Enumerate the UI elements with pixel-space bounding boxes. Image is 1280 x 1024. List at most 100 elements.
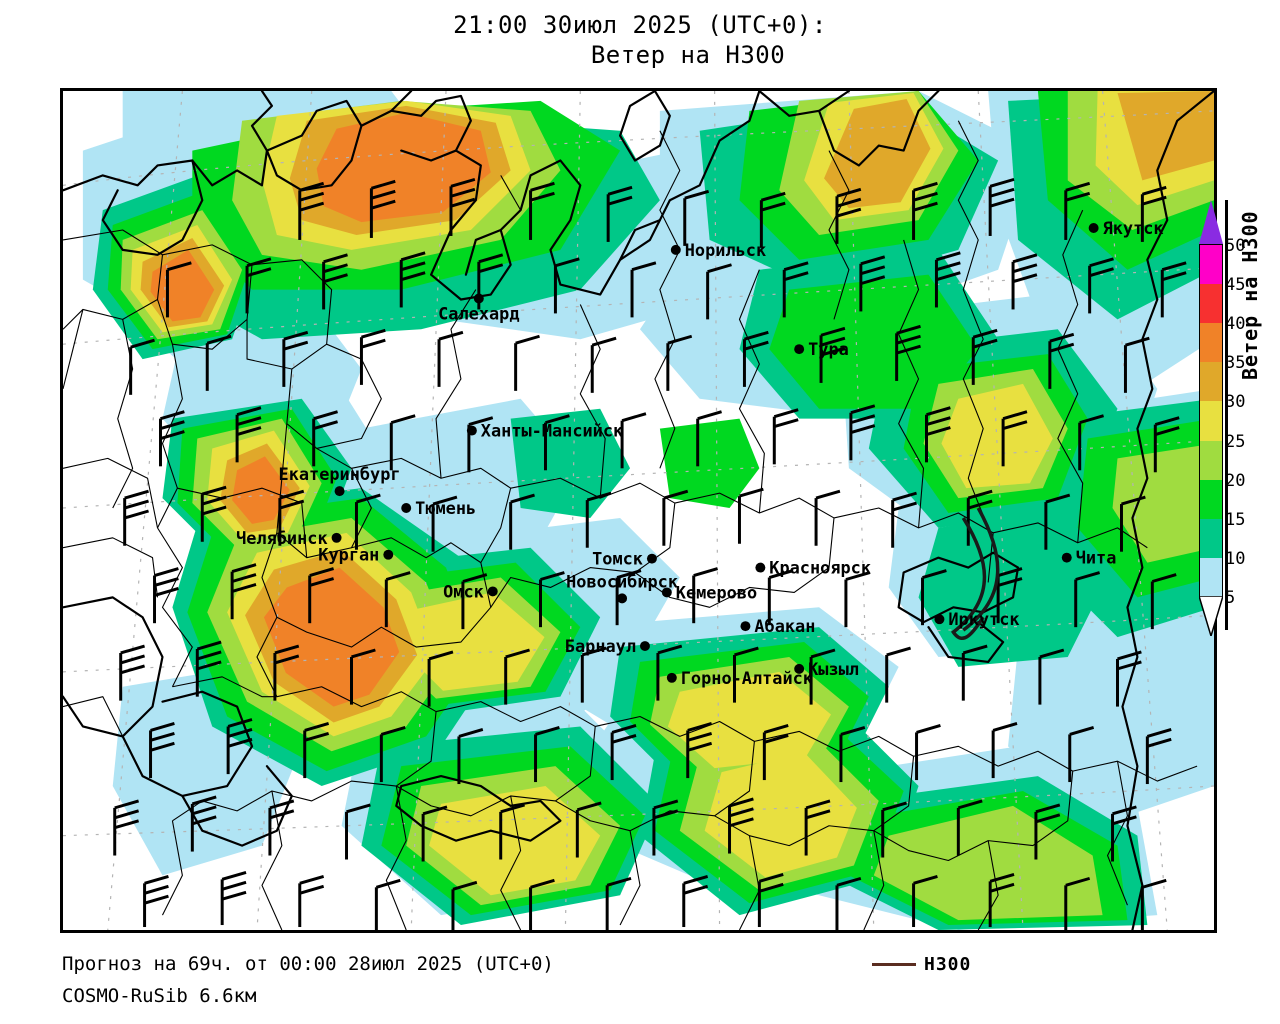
wind-barbs [113, 177, 1187, 930]
city-dot [466, 425, 477, 436]
city-marker: Горно-Алтайск [666, 668, 813, 688]
city-marker: Салехард [438, 293, 520, 323]
colorbar-band-40-45 [1200, 284, 1222, 324]
city-dot [661, 587, 672, 598]
footer: Прогноз на 69ч. от 00:00 28июл 2025 (UTC… [0, 945, 1280, 1015]
colorbar-axis-line [1225, 200, 1228, 630]
city-marker: Ханты-Мансийск [466, 421, 623, 441]
city-label: Курган [318, 545, 379, 565]
city-marker: Абакан [740, 616, 815, 636]
page-title: 21:00 30июл 2025 (UTC+0): Ветер на H300 [0, 10, 1280, 70]
colorbar-band-45-50 [1200, 245, 1222, 285]
city-label: Горно-Алтайск [681, 668, 813, 688]
city-marker: Кызыл [794, 659, 859, 679]
city-label: Иркутск [948, 609, 1019, 629]
city-dot [670, 244, 681, 255]
city-dot [617, 593, 628, 604]
legend-line-swatch [872, 962, 916, 966]
colorbar-tick-30: 30 [1225, 392, 1246, 413]
city-dot [794, 663, 805, 674]
h300-contour [951, 507, 1000, 640]
city-marker: Иркутск [934, 609, 1020, 629]
colorbar-bands [1199, 244, 1223, 597]
city-dot [740, 621, 751, 632]
city-marker: Красноярск [755, 558, 871, 578]
city-label: Красноярск [769, 558, 871, 578]
city-dot [934, 614, 945, 625]
city-dot [755, 562, 766, 573]
colorbar-band-25-30 [1200, 401, 1222, 441]
city-label: Чита [1076, 548, 1117, 568]
title-variable: Ветер на H300 [590, 41, 786, 69]
city-label: Новосибирск [566, 571, 678, 591]
title-datetime: 21:00 30июл 2025 (UTC+0): [453, 11, 827, 39]
colorbar: 50 45 40 35 30 25 20 15 10 5 [1199, 200, 1245, 636]
city-dot [1088, 223, 1099, 233]
map-canvas: Норильск Салехард Тура Якутск Ханты-Мансийск… [63, 91, 1214, 930]
city-marker: Тура [794, 339, 849, 359]
city-label: Кызыл [808, 659, 859, 679]
city-marker: Норильск [670, 240, 766, 260]
colorbar-band-35-40 [1200, 323, 1222, 363]
city-dot [1061, 552, 1072, 563]
city-dot [401, 503, 412, 513]
colorbar-band-15-20 [1200, 479, 1222, 519]
colorbar-ticks: 50 45 40 35 30 25 20 15 10 5 [1225, 238, 1265, 608]
city-label: Ханты-Мансийск [481, 421, 623, 441]
city-marker: Томск [592, 549, 657, 569]
colorbar-tick-40: 40 [1225, 314, 1246, 335]
colorbar-tick-20: 20 [1225, 470, 1246, 491]
legend-h300-label: H300 [924, 953, 972, 975]
forecast-info: Прогноз на 69ч. от 00:00 28июл 2025 (UTC… [62, 953, 554, 975]
weather-map[interactable]: Норильск Салехард Тура Якутск Ханты-Мансийск… [60, 88, 1217, 933]
city-label: Норильск [685, 240, 766, 260]
city-dot [639, 641, 650, 651]
colorbar-tick-15: 15 [1225, 509, 1246, 530]
city-layer: Норильск Салехард Тура Якутск Ханты-Мансийск… [236, 218, 1164, 688]
colorbar-over-arrow [1199, 200, 1223, 244]
colorbar-band-5-10 [1200, 557, 1222, 597]
city-dot [487, 586, 498, 597]
colorbar-tick-10: 10 [1225, 548, 1246, 569]
colorbar-under-arrow [1199, 596, 1223, 636]
coastlines [63, 91, 1214, 930]
city-label: Салехард [438, 303, 519, 323]
city-marker: Тюмень [401, 498, 476, 518]
colorbar-band-10-15 [1200, 518, 1222, 558]
admin-borders [63, 120, 1198, 930]
city-dot [334, 486, 345, 497]
city-marker: Челябинск [236, 528, 342, 548]
city-marker: Кемерово [661, 582, 757, 602]
city-label: Абакан [754, 616, 815, 636]
city-marker: Якутск [1088, 218, 1164, 238]
legend-h300: H300 [872, 953, 971, 975]
city-dot [383, 549, 394, 560]
colorbar-tick-45: 45 [1225, 275, 1246, 296]
city-dot [646, 553, 657, 564]
colorbar-tick-5: 5 [1225, 588, 1236, 608]
colorbar-tick-25: 25 [1225, 431, 1246, 452]
city-label: Барнаул [565, 636, 636, 656]
colorbar-band-20-25 [1200, 440, 1222, 480]
city-label: Тура [808, 339, 849, 359]
colorbar-tick-35: 35 [1225, 353, 1246, 374]
colorbar-band-30-35 [1200, 362, 1222, 402]
city-label: Кемерово [676, 582, 757, 602]
city-marker: Чита [1061, 548, 1117, 568]
city-marker: Екатеринбург [279, 464, 401, 497]
city-label: Челябинск [236, 528, 328, 548]
city-label: Омск [443, 581, 484, 601]
colorbar-tick-50: 50 [1225, 236, 1246, 256]
colorbar-title: Ветер на H300 [1238, 210, 1262, 380]
city-label: Якутск [1103, 218, 1164, 238]
city-label: Тюмень [415, 498, 476, 518]
city-dot [473, 293, 484, 304]
city-marker: Новосибирск [566, 571, 678, 604]
city-marker: Барнаул [565, 636, 650, 656]
model-info: COSMO-RuSib 6.6км [62, 985, 257, 1007]
city-marker: Курган [318, 545, 394, 565]
city-marker: Омск [443, 581, 498, 601]
city-label: Томск [592, 549, 643, 569]
city-dot [666, 672, 677, 683]
city-dot [794, 344, 805, 355]
